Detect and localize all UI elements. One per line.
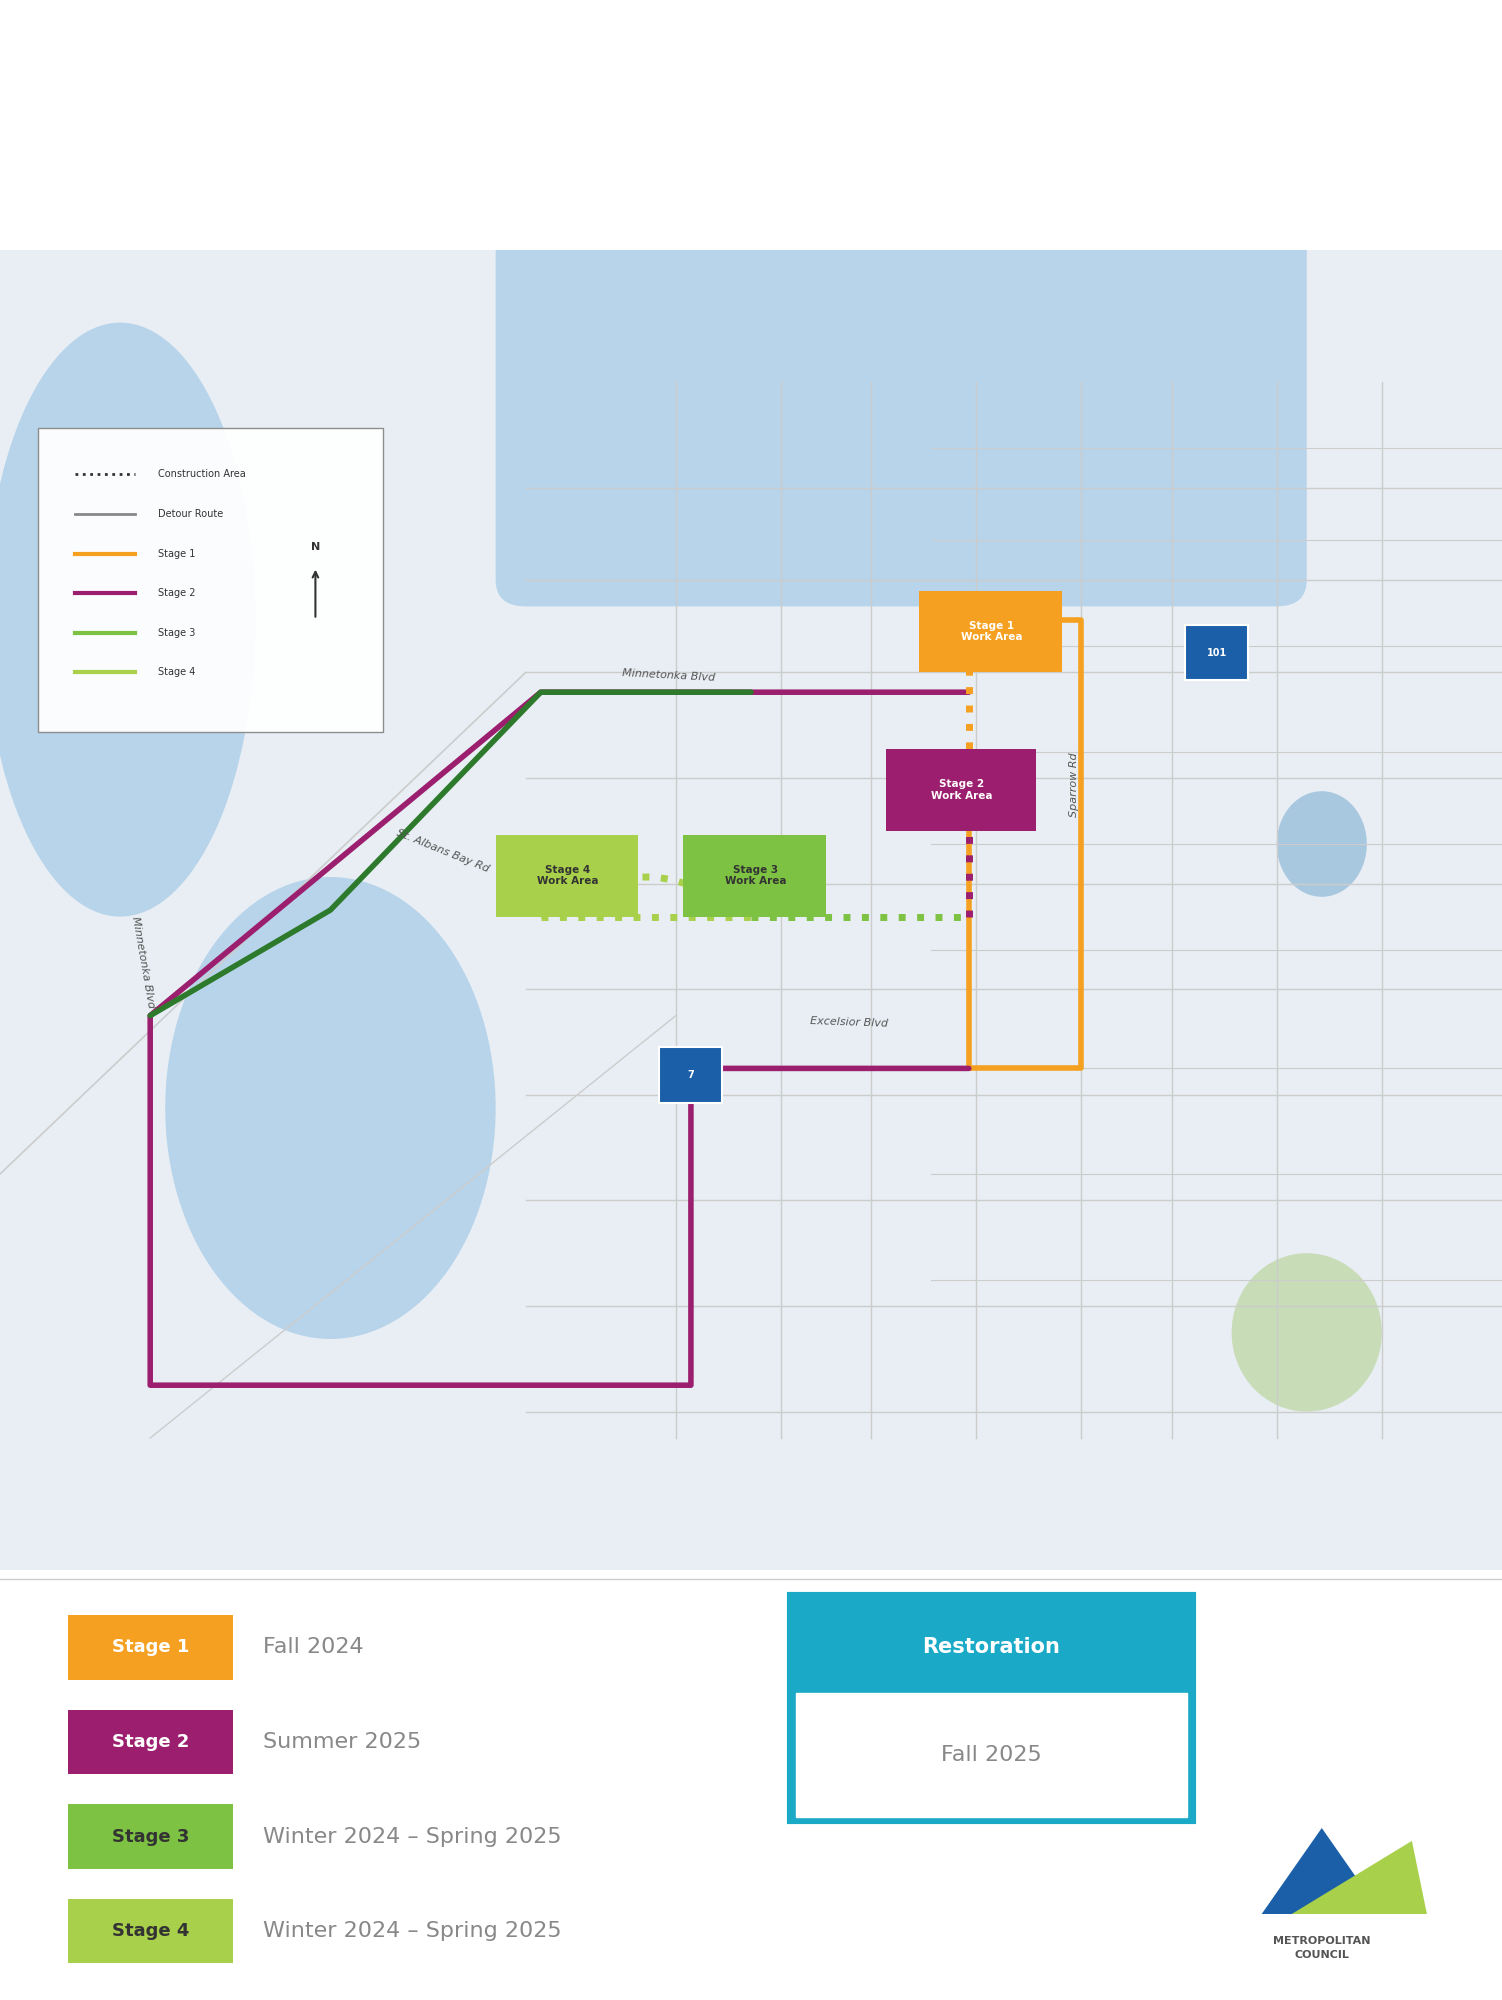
- FancyBboxPatch shape: [38, 428, 383, 732]
- Text: CLOSURES & DETOURS: CLOSURES & DETOURS: [200, 146, 1302, 228]
- Text: Stage 4
Work Area: Stage 4 Work Area: [538, 864, 598, 886]
- FancyBboxPatch shape: [68, 1898, 233, 1964]
- Ellipse shape: [165, 876, 496, 1340]
- Text: Stage 3: Stage 3: [158, 628, 195, 638]
- Text: Stage 1: Stage 1: [111, 1638, 189, 1656]
- Ellipse shape: [1232, 1254, 1382, 1412]
- FancyBboxPatch shape: [0, 250, 1502, 1570]
- Text: Fall 2025: Fall 2025: [940, 1744, 1042, 1764]
- Text: Deephaven Lift Station L48 Improvements Project: Deephaven Lift Station L48 Improvements …: [321, 56, 1181, 84]
- Text: Stage 4: Stage 4: [111, 1922, 189, 1940]
- Text: Stage 3
Work Area: Stage 3 Work Area: [725, 864, 786, 886]
- Ellipse shape: [0, 322, 255, 916]
- Text: Stage 2: Stage 2: [111, 1732, 189, 1752]
- FancyBboxPatch shape: [1185, 624, 1248, 680]
- Text: St. Albans Bay Rd: St. Albans Bay Rd: [395, 828, 491, 874]
- Text: Excelsior Blvd: Excelsior Blvd: [810, 1016, 888, 1028]
- FancyBboxPatch shape: [68, 1710, 233, 1774]
- Text: 7: 7: [688, 1070, 694, 1080]
- Polygon shape: [1292, 1840, 1427, 1914]
- FancyBboxPatch shape: [68, 1804, 233, 1868]
- Text: Sparrow Rd: Sparrow Rd: [1069, 752, 1078, 816]
- Text: Stage 1
Work Area: Stage 1 Work Area: [961, 620, 1021, 642]
- FancyBboxPatch shape: [496, 184, 1307, 606]
- Text: Minnetonka Blvd: Minnetonka Blvd: [129, 916, 156, 1010]
- FancyBboxPatch shape: [68, 1616, 233, 1680]
- FancyBboxPatch shape: [659, 1048, 722, 1102]
- Text: Minnetonka Blvd: Minnetonka Blvd: [622, 668, 715, 682]
- Text: Restoration: Restoration: [922, 1638, 1060, 1658]
- Text: Stage 3: Stage 3: [111, 1828, 189, 1846]
- FancyBboxPatch shape: [919, 590, 1062, 672]
- Text: METROPOLITAN
COUNCIL: METROPOLITAN COUNCIL: [1274, 1936, 1370, 1960]
- Text: Detour Route: Detour Route: [158, 508, 222, 518]
- FancyBboxPatch shape: [789, 1594, 1194, 1822]
- FancyBboxPatch shape: [796, 1692, 1187, 1818]
- Text: Construction Area: Construction Area: [158, 470, 245, 480]
- FancyBboxPatch shape: [886, 748, 1036, 830]
- Text: Stage 2: Stage 2: [158, 588, 195, 598]
- Text: Fall 2024: Fall 2024: [263, 1638, 363, 1658]
- Text: Stage 4: Stage 4: [158, 668, 195, 678]
- Text: 101: 101: [1206, 648, 1227, 658]
- FancyBboxPatch shape: [496, 834, 638, 916]
- Text: Stage 1: Stage 1: [158, 548, 195, 558]
- Text: Winter 2024 – Spring 2025: Winter 2024 – Spring 2025: [263, 1922, 562, 1942]
- Ellipse shape: [1277, 792, 1367, 896]
- Text: Winter 2024 – Spring 2025: Winter 2024 – Spring 2025: [263, 1826, 562, 1846]
- Polygon shape: [1262, 1828, 1382, 1914]
- Text: Stage 2
Work Area: Stage 2 Work Area: [931, 780, 991, 800]
- Text: Summer 2025: Summer 2025: [263, 1732, 421, 1752]
- FancyBboxPatch shape: [683, 834, 826, 916]
- Text: N: N: [311, 542, 320, 552]
